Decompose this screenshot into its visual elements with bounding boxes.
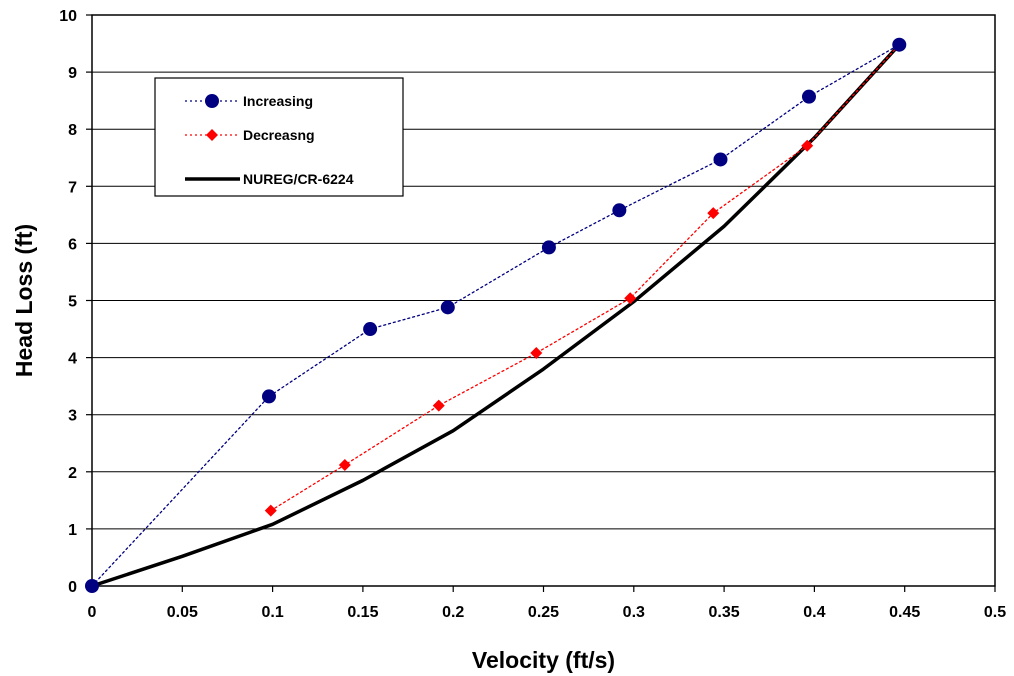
x-tick-label: 0 bbox=[88, 604, 97, 621]
x-tick-label: 0.5 bbox=[984, 604, 1006, 621]
x-tick-label: 0.3 bbox=[623, 604, 645, 621]
y-tick-label: 5 bbox=[68, 294, 77, 311]
y-tick-label: 9 bbox=[68, 65, 77, 82]
data-point bbox=[801, 139, 814, 152]
y-tick-label: 1 bbox=[68, 522, 77, 539]
legend-label: Decreasng bbox=[243, 127, 315, 143]
legend: Increasing Decreasng NUREG/CR-6224 bbox=[154, 77, 404, 197]
data-point bbox=[440, 300, 455, 315]
series-line bbox=[270, 44, 900, 512]
y-axis-title: Head Loss (ft) bbox=[11, 224, 37, 377]
legend-label: Increasing bbox=[243, 93, 313, 109]
series-line bbox=[91, 44, 900, 587]
x-tick-label: 0.35 bbox=[709, 604, 740, 621]
legend-item: Decreasng bbox=[185, 127, 315, 143]
x-tick-label: 0.45 bbox=[889, 604, 920, 621]
x-axis-title: Velocity (ft/s) bbox=[472, 647, 615, 673]
data-point bbox=[612, 203, 627, 218]
y-tick-label: 8 bbox=[68, 122, 77, 139]
x-tick-label: 0.2 bbox=[442, 604, 464, 621]
y-tick-label: 4 bbox=[68, 351, 77, 368]
series-1 bbox=[85, 37, 907, 593]
x-tick-label: 0.1 bbox=[261, 604, 283, 621]
x-tick-label: 0.4 bbox=[803, 604, 825, 621]
legend-marker bbox=[205, 94, 219, 108]
x-tick-label: 0.25 bbox=[528, 604, 559, 621]
legend-item: Increasing bbox=[185, 93, 313, 109]
axis-ticks: 0 0.05 0.1 0.15 0.2 0.25 0.3 0.35 0.4 0.45 0.5 0 1 2 3… bbox=[59, 8, 1006, 621]
data-point bbox=[541, 240, 556, 255]
x-tick-label: 0.15 bbox=[347, 604, 378, 621]
y-tick-label: 10 bbox=[59, 8, 77, 25]
legend-item: NUREG/CR-6224 bbox=[185, 171, 354, 187]
y-tick-label: 7 bbox=[68, 179, 77, 196]
legend-marker bbox=[206, 129, 218, 141]
series-layer bbox=[85, 37, 907, 593]
data-point bbox=[801, 89, 816, 104]
x-tick-label: 0.05 bbox=[167, 604, 198, 621]
data-point bbox=[713, 152, 728, 167]
data-point bbox=[264, 504, 277, 517]
y-tick-label: 3 bbox=[68, 408, 77, 425]
data-point bbox=[85, 579, 99, 593]
data-point bbox=[338, 458, 351, 471]
data-point bbox=[892, 37, 907, 52]
data-point bbox=[261, 389, 276, 404]
series-line bbox=[90, 42, 902, 588]
data-point bbox=[432, 399, 445, 412]
y-tick-label: 6 bbox=[68, 236, 77, 253]
legend-box bbox=[154, 77, 404, 197]
data-point bbox=[530, 347, 543, 360]
y-tick-label: 0 bbox=[68, 579, 77, 596]
data-point bbox=[707, 207, 720, 220]
data-point bbox=[363, 322, 378, 337]
series-3 bbox=[90, 42, 902, 588]
legend-label: NUREG/CR-6224 bbox=[243, 171, 354, 187]
y-tick-label: 2 bbox=[68, 465, 77, 482]
data-point bbox=[624, 292, 637, 305]
